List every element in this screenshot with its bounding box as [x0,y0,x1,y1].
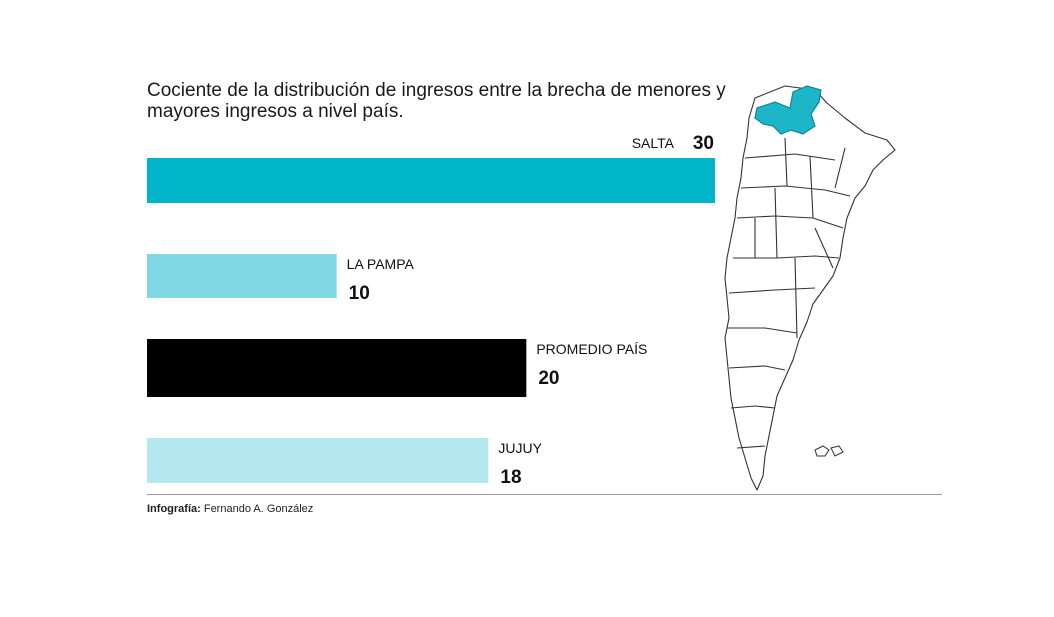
credit-label: Infografía: [147,503,201,515]
bar-salta [147,158,715,203]
bar-la-pampa [147,254,337,298]
credit-name: Fernando A. González [203,503,314,515]
bar-label: JUJUY [498,440,542,456]
bar-label: PROMEDIO PAÍS [536,341,647,357]
bar-promedio-país [147,339,527,397]
argentina-map [724,85,896,491]
salta-highlight [754,85,822,135]
chart-title: Cociente de la distribución de ingresos … [147,80,726,122]
bar-value: 10 [349,283,370,304]
bar-value: 18 [500,467,521,488]
bar-label: LA PAMPA [347,256,415,272]
baseline-divider [147,494,942,495]
islands-icon [814,445,844,457]
bar-value: 30 [693,133,714,154]
bar-label: SALTA [632,135,675,151]
bar-jujuy [147,438,489,483]
bar-chart: SALTA 30 LA PAMPA 10 PROMEDIO PAÍS 20 JUJUY 18 [147,133,715,488]
credit-line: Infografía: Fernando A. González [147,503,313,515]
bar-value: 20 [538,368,559,389]
